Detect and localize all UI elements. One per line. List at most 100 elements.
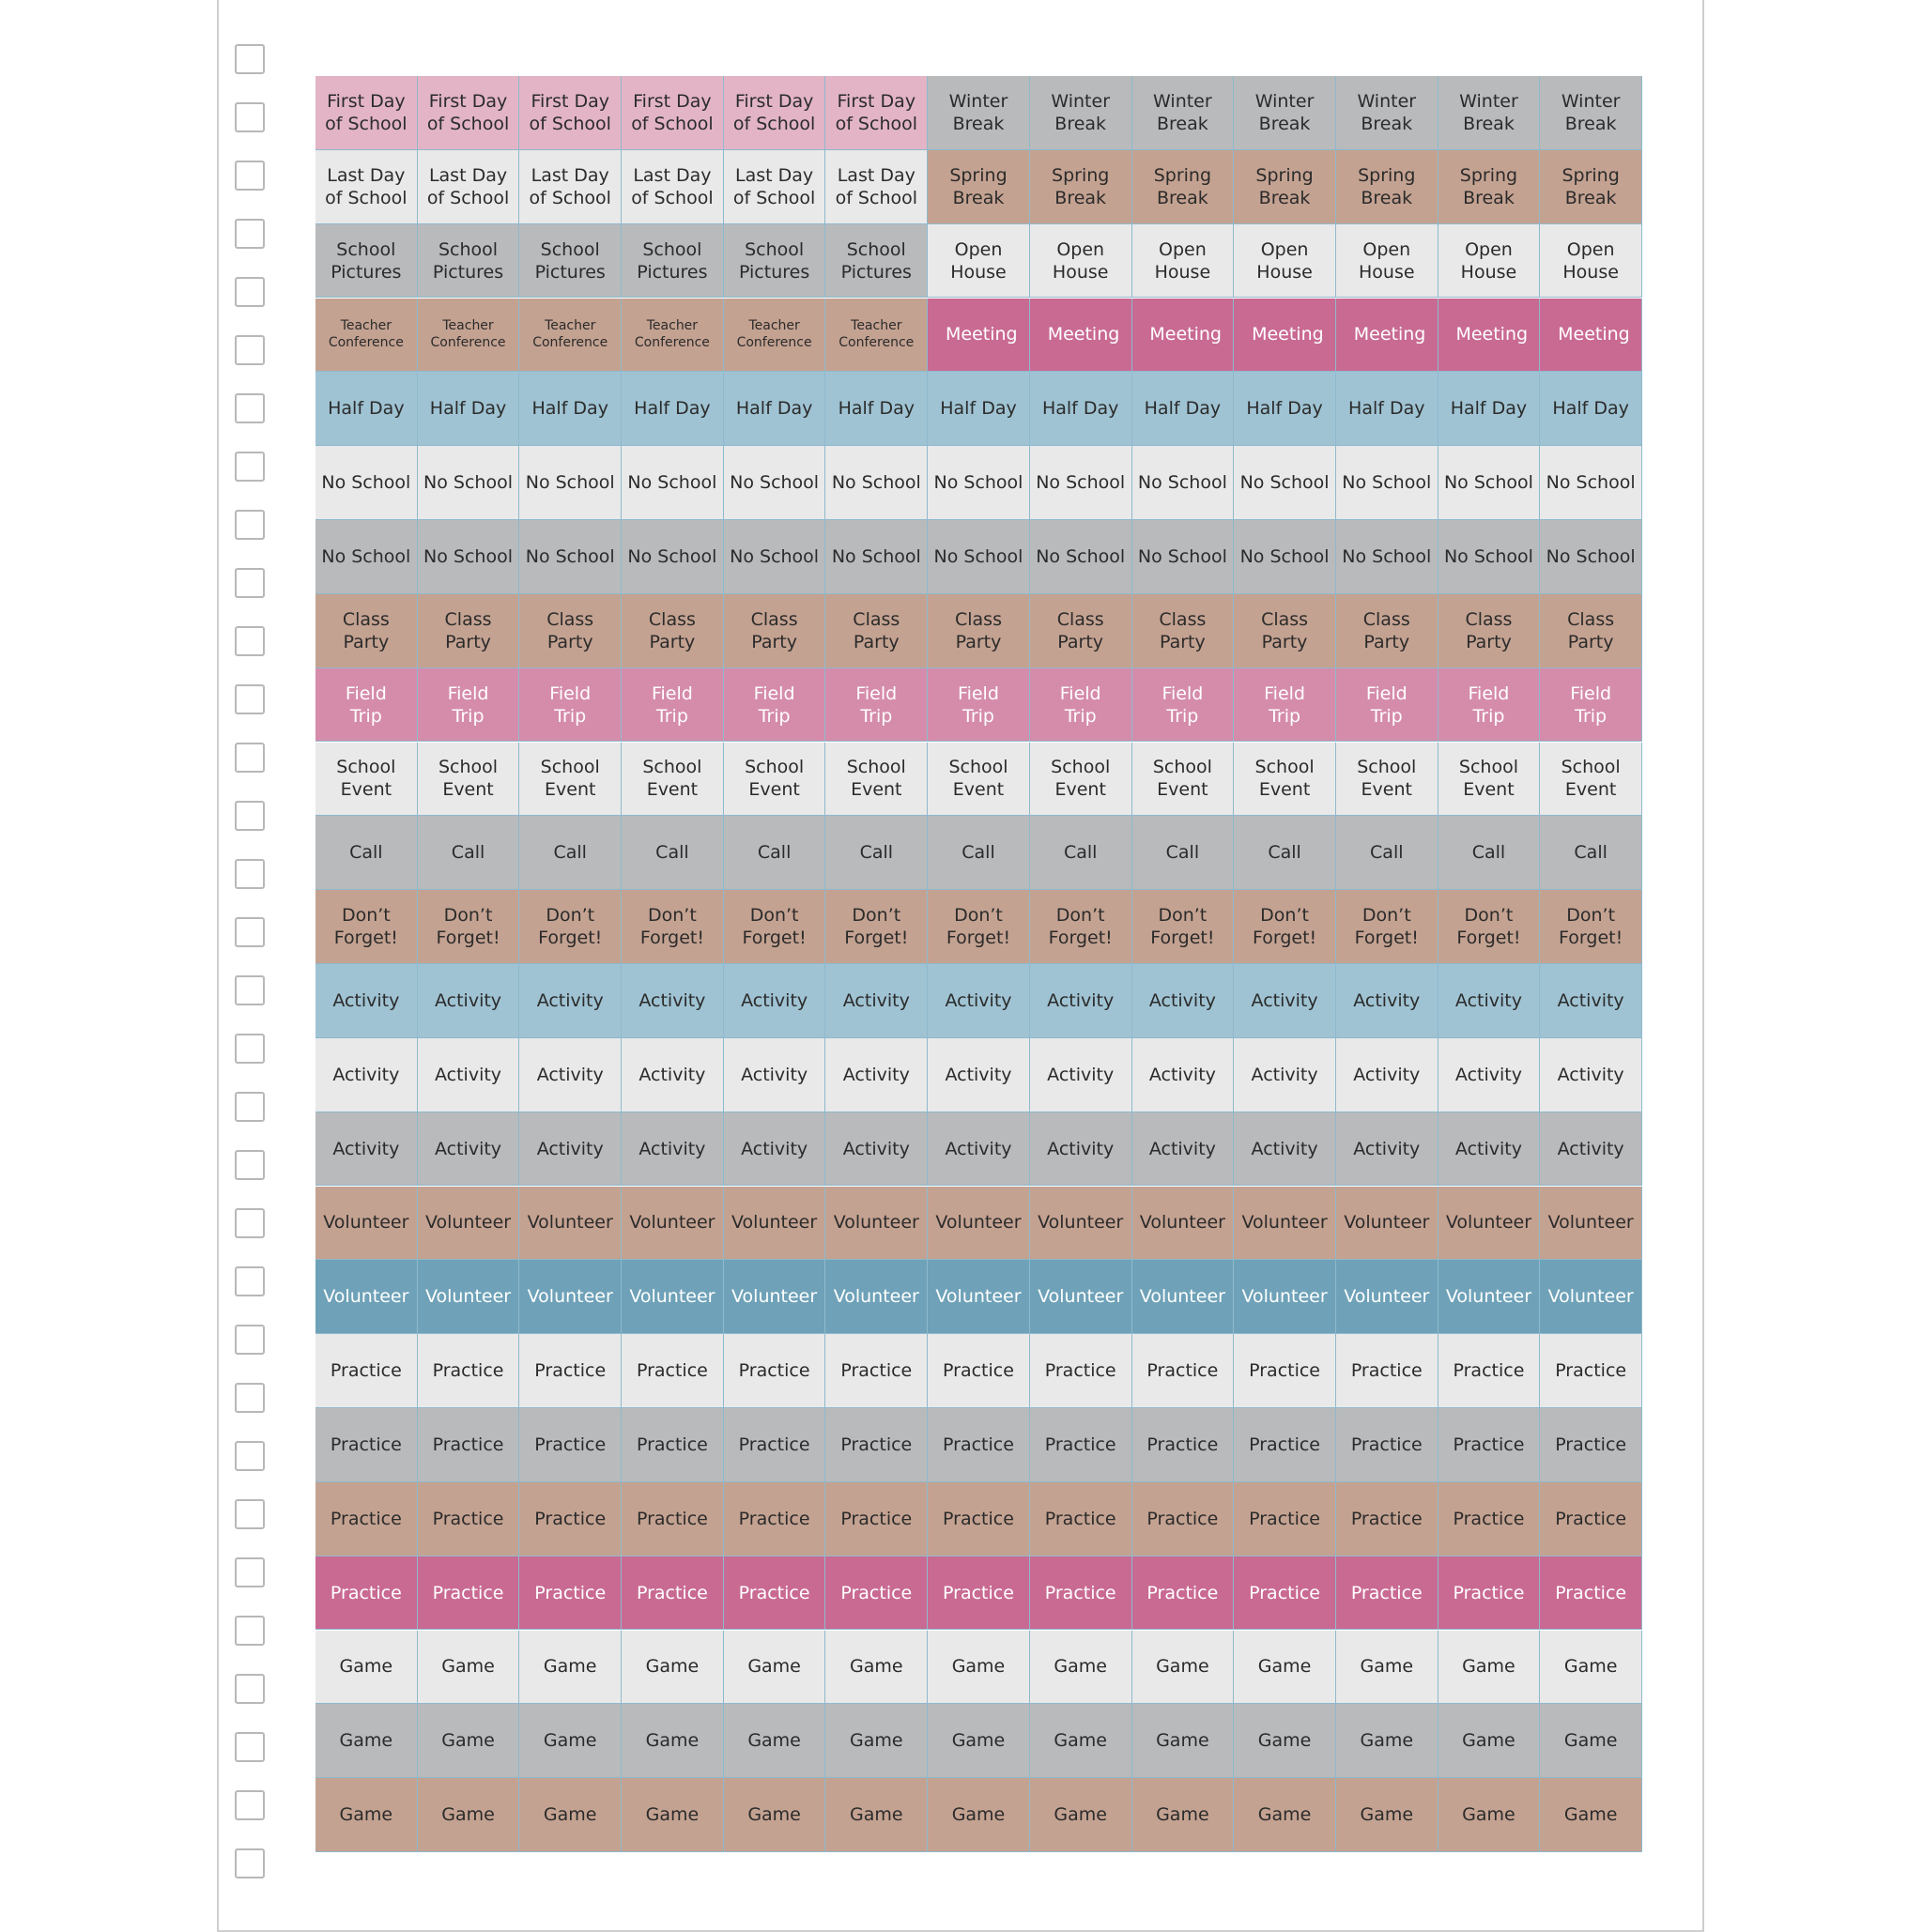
sticker-label: Game (1563, 1804, 1618, 1826)
checkbox (235, 1150, 265, 1180)
sticker-label: Call (757, 842, 792, 864)
sticker-label: Practice (1249, 1360, 1320, 1382)
sticker: Don’t Forget! (1540, 890, 1642, 964)
sticker: Last Day of School (417, 149, 520, 224)
sticker: Field Trip (928, 667, 1030, 743)
sticker-label: Activity (1557, 989, 1624, 1011)
sticker: Practice (825, 1408, 929, 1482)
sticker: Game (417, 1778, 520, 1852)
sticker: Game (1540, 1630, 1642, 1705)
sticker-label: Field Trip (1161, 682, 1204, 727)
sticker-label: Field Trip (1059, 682, 1101, 727)
sticker: Practice (825, 1481, 929, 1556)
sticker-label: Don’t Forget! (538, 905, 603, 949)
sticker-label: Activity (435, 1064, 502, 1085)
sticker: No School (622, 446, 724, 520)
sticker-label: Meeting (1558, 324, 1630, 345)
sticker-label: Winter Break (1153, 90, 1212, 134)
sticker: Open House (1438, 223, 1541, 299)
sticker: Spring Break (1029, 149, 1132, 224)
sticker: No School (417, 520, 520, 594)
sticker-label: Meeting (1455, 324, 1529, 345)
sticker: Last Day of School (825, 149, 929, 224)
sticker: Don’t Forget! (1029, 890, 1132, 964)
sticker-label: Practice (840, 1508, 913, 1529)
sticker: No School (1438, 446, 1541, 520)
sticker-label: No School (831, 545, 921, 567)
sticker-label: Spring Break (1358, 164, 1416, 208)
sticker-label: Game (1360, 1656, 1414, 1678)
sticker: Practice (723, 1556, 826, 1631)
sticker: Volunteer (723, 1260, 826, 1335)
sticker-label: Half Day (1246, 398, 1323, 420)
sticker-label: Activity (1353, 989, 1421, 1011)
sticker: Activity (519, 1037, 623, 1112)
sticker: Teacher Conference (622, 298, 724, 373)
sticker: Half Day (825, 372, 929, 447)
sticker: Half Day (519, 372, 623, 447)
sticker: Meeting (1335, 298, 1438, 373)
sticker: Don’t Forget! (1335, 890, 1438, 964)
sticker-label: Practice (738, 1360, 810, 1382)
sticker: Game (622, 1704, 724, 1779)
sticker-label: Activity (536, 1064, 604, 1085)
sticker-label: Volunteer (1547, 1212, 1634, 1234)
sticker: No School (928, 520, 1030, 594)
sticker-label: No School (933, 472, 1023, 494)
sticker-label: Call (553, 842, 587, 864)
sticker-label: Class Party (342, 608, 390, 652)
sticker: Game (315, 1630, 418, 1705)
sticker: Activity (1335, 1112, 1438, 1187)
sticker: Open House (1131, 223, 1235, 299)
sticker-label: Activity (741, 989, 808, 1011)
sticker-label: Practice (943, 1360, 1014, 1382)
sticker: Practice (417, 1334, 520, 1408)
sticker-label: Field Trip (958, 682, 999, 727)
sticker: Volunteer (622, 1260, 724, 1335)
sticker: Half Day (622, 372, 724, 447)
sticker: Practice (1234, 1481, 1336, 1556)
sticker-label: Game (747, 1730, 801, 1752)
sticker: Practice (519, 1334, 623, 1408)
sticker: School Event (825, 742, 929, 817)
sticker: Call (1540, 816, 1642, 891)
sticker-label: Volunteer (1445, 1286, 1532, 1308)
sticker: Activity (825, 1037, 929, 1112)
sticker: Volunteer (417, 1186, 520, 1261)
sticker-label: Activity (1353, 1138, 1421, 1159)
sticker: Teacher Conference (825, 298, 929, 373)
sticker: Don’t Forget! (1438, 890, 1541, 964)
sticker: Field Trip (519, 667, 623, 743)
sticker: Open House (1234, 223, 1336, 299)
sticker: Class Party (1540, 593, 1642, 668)
sticker-label: Activity (945, 1138, 1012, 1159)
sticker: School Event (1029, 742, 1132, 817)
checkbox (235, 335, 265, 365)
sticker-label: Class Party (1261, 608, 1309, 652)
sticker: Activity (723, 964, 826, 1038)
sticker: School Pictures (315, 223, 418, 299)
sticker-label: Game (543, 1656, 597, 1678)
checkbox (235, 277, 265, 307)
sticker-label: Spring Break (1153, 164, 1212, 208)
sticker: Activity (1438, 1037, 1541, 1112)
sticker-label: Don’t Forget! (1559, 905, 1623, 949)
sticker-label: Don’t Forget! (639, 905, 704, 949)
sticker: No School (723, 520, 826, 594)
sticker-label: Activity (638, 1064, 706, 1085)
sticker-label: Spring Break (1459, 164, 1518, 208)
sticker-label: Game (1257, 1656, 1312, 1678)
sticker-label: Practice (1453, 1360, 1525, 1382)
sticker-label: Spring Break (1052, 164, 1110, 208)
sticker-label: Activity (1557, 1138, 1624, 1159)
sticker: Field Trip (1335, 667, 1438, 743)
sticker: Practice (1234, 1408, 1336, 1482)
sticker-label: Practice (330, 1582, 402, 1603)
sticker-label: School Event (1458, 757, 1518, 801)
sticker-label: Half Day (1144, 398, 1222, 420)
sticker-label: Open House (1460, 238, 1517, 283)
sticker-label: Practice (432, 1582, 504, 1603)
sticker: Don’t Forget! (417, 890, 520, 964)
sticker: School Event (622, 742, 724, 817)
sticker-label: Call (1471, 842, 1506, 864)
